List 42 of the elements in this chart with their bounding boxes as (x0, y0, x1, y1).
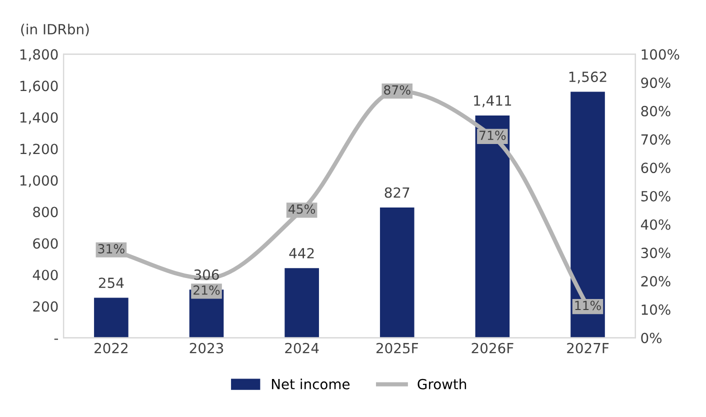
y-tick-label: 1,000 (20, 175, 58, 188)
y2-tick-label: 20% (641, 276, 670, 287)
x-tick-label: 2024 (285, 342, 319, 354)
x-tick-label: 2027F (567, 342, 609, 354)
y2-tick-label: 30% (641, 248, 670, 258)
y2-tick-label: 10% (642, 304, 670, 315)
y-tick-label: 1,200 (20, 144, 58, 156)
legend-label: Net income (272, 378, 350, 390)
x-tick-label: 2025F (376, 342, 418, 354)
bar (570, 92, 605, 338)
y2-tick-label: 0% (641, 332, 662, 344)
x-tick-label: 2026F (472, 342, 514, 354)
data-label: 1,562 (569, 72, 606, 84)
bar (94, 298, 128, 338)
y2-tick-label: 40% (640, 219, 670, 230)
y-tick-label: 800 (33, 206, 58, 218)
y-tick-label: 1,400 (20, 112, 58, 124)
data-label: 827 (384, 187, 410, 198)
y2-tick-label: 100% (642, 49, 680, 60)
x-tick-label: 2022 (94, 342, 128, 354)
bar (380, 207, 414, 338)
y-tick-label: 1,600 (20, 80, 58, 93)
bar (284, 268, 319, 338)
data-label: 254 (98, 278, 124, 288)
y-tick-label: - (54, 338, 58, 340)
legend-label: Growth (418, 378, 466, 390)
bar (475, 115, 510, 338)
y2-tick-label: 90% (641, 78, 670, 88)
y2-tick-label: 50% (641, 190, 670, 202)
y-tick-label: 600 (33, 238, 58, 249)
data-label: 306 (194, 269, 219, 280)
y-axis-title: (in IDRbn) (21, 24, 89, 36)
x-tick-label: 2023 (190, 342, 224, 354)
y2-tick-label: 60% (641, 162, 670, 174)
data-label: 442 (289, 248, 314, 258)
y2-tick-label: 80% (641, 106, 670, 116)
data-label: 21% (194, 285, 220, 295)
y-tick-label: 200 (33, 301, 58, 312)
y2-tick-label: 70% (641, 134, 670, 145)
y-tick-label: 1,800 (20, 49, 58, 62)
data-label: 1,411 (474, 96, 512, 108)
y-tick-label: 400 (32, 270, 58, 280)
